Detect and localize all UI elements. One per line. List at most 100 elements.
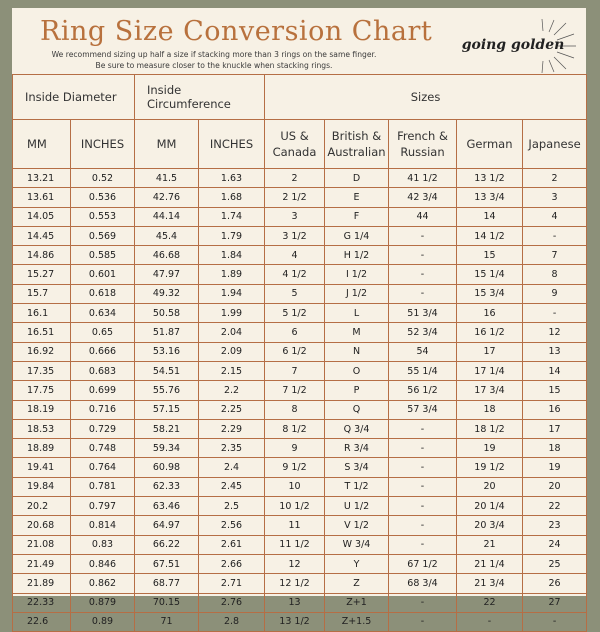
table-cell: 2.4 (198, 457, 265, 478)
table-cell: 0.89 (70, 611, 135, 632)
column-header: French & Russian (388, 119, 457, 169)
table-cell: 57 3/4 (388, 399, 457, 420)
table-cell: 0.83 (70, 534, 135, 555)
table-cell: 2.25 (198, 399, 265, 420)
table-cell: - (388, 476, 457, 498)
table-cell: G 1/4 (324, 225, 389, 247)
table-cell: 0.814 (70, 515, 135, 536)
table-cell: 1.99 (198, 303, 265, 324)
table-cell: 0.601 (70, 264, 135, 285)
table-cell: L (324, 303, 389, 324)
table-row: 20.2 0.797 63.46 2.5 10 1/2 U 1/2-20 1/4 22 (12, 496, 588, 517)
table-cell: 55 1/4 (388, 360, 457, 382)
table-cell: E (324, 187, 389, 208)
table-cell: Q 3/4 (324, 418, 389, 440)
table-cell: 13 1/2 (456, 167, 523, 189)
table-cell: 0.52 (70, 167, 135, 189)
table-row: 19.84 0.781 62.33 2.45 10 T 1/2-20 20 (12, 476, 588, 498)
table-cell: 19 (456, 438, 523, 459)
table-cell: 1.94 (198, 283, 265, 305)
table-cell: N (324, 341, 389, 362)
table-cell: - (521, 303, 588, 324)
table-cell: 59.34 (134, 438, 199, 459)
table-cell: - (388, 438, 457, 459)
table-cell: 1.63 (198, 167, 265, 189)
table-cell: 17.75 (12, 380, 71, 401)
table-cell: 19.41 (12, 457, 71, 478)
table-row: 16.1 0.634 50.58 1.99 5 1/2 L 51 3/4 16- (12, 303, 588, 324)
table-cell: 3 (264, 206, 325, 227)
table-cell: 55.76 (134, 380, 199, 401)
table-cell: 26 (521, 573, 588, 594)
table-cell: 56 1/2 (388, 380, 457, 401)
table-cell: 4 1/2 (264, 264, 325, 285)
table-cell: 10 (264, 476, 325, 498)
table-cell: 2.09 (198, 341, 265, 362)
table-cell: 1.79 (198, 225, 265, 247)
table-cell: 7 (521, 245, 588, 266)
table-cell: 18 (521, 438, 588, 459)
page-title: Ring Size Conversion Chart (40, 16, 433, 47)
table-cell: 0.585 (70, 245, 135, 266)
table-cell: 51.87 (134, 322, 199, 343)
table-cell: - (388, 534, 457, 555)
table-cell: 9 (264, 438, 325, 459)
table-cell: 17.35 (12, 360, 71, 382)
table-row: 17.75 0.699 55.76 2.2 7 1/2 P 56 1/2 17 3/4 15 (12, 380, 588, 401)
table-cell: 18 1/2 (456, 418, 523, 440)
brand-name: going golden (461, 37, 565, 53)
column-header: INCHES (70, 119, 135, 169)
table-cell: 8 1/2 (264, 418, 325, 440)
group-sizes: Sizes (263, 74, 588, 120)
table-cell: - (388, 611, 457, 632)
table-cell: 0.862 (70, 573, 135, 594)
column-header-row: MM INCHES MM INCHES US & Canada British & Aus… (12, 119, 588, 169)
table-cell: 60.98 (134, 457, 199, 478)
table-cell: 14 (521, 360, 588, 382)
table-cell: 21.49 (12, 553, 71, 575)
table-cell: 24 (521, 534, 588, 555)
table-cell: 67.51 (134, 553, 199, 575)
table-cell: 15 (521, 380, 588, 401)
table-cell: J 1/2 (324, 283, 389, 305)
table-row: 13.21 0.52 41.5 1.63 2 D 41 1/2 13 1/2 2 (12, 167, 588, 189)
table-cell: F (324, 206, 389, 227)
table-cell: 0.666 (70, 341, 135, 362)
table-cell: Y (324, 553, 389, 575)
table-cell: 54.51 (134, 360, 199, 382)
table-cell: 2.8 (198, 611, 265, 632)
table-cell: M (324, 322, 389, 343)
table-cell: 0.797 (70, 496, 135, 517)
table-row: 21.89 0.862 68.77 2.71 12 1/2 Z 68 3/4 21 3/4 26 (12, 573, 588, 594)
table-cell: 17 (521, 418, 588, 440)
table-cell: 0.846 (70, 553, 135, 575)
table-row: 22.6 0.89 71 2.8 13 1/2 Z+1.5- - - (12, 611, 588, 632)
table-cell: 20.68 (12, 515, 71, 536)
table-cell: 13 (264, 592, 325, 613)
table-cell: S 3/4 (324, 457, 389, 478)
table-cell: 0.569 (70, 225, 135, 247)
table-cell: R 3/4 (324, 438, 389, 459)
table-cell: 45.4 (134, 225, 199, 247)
table-cell: 12 (521, 322, 588, 343)
table-cell: 52 3/4 (388, 322, 457, 343)
table-cell: 16.92 (12, 341, 71, 362)
table-cell: 21 (456, 534, 523, 555)
table-cell: 14.86 (12, 245, 71, 266)
table-cell: 46.68 (134, 245, 199, 266)
table-cell: - (456, 611, 523, 632)
column-header: British & Australian (324, 119, 389, 169)
table-cell: 0.553 (70, 206, 135, 227)
table-cell: 51 3/4 (388, 303, 457, 324)
table-cell: 2.71 (198, 573, 265, 594)
table-cell: 0.618 (70, 283, 135, 305)
table-cell: 0.879 (70, 592, 135, 613)
table-cell: 22.6 (12, 611, 71, 632)
table-cell: O (324, 360, 389, 382)
table-cell: - (388, 592, 457, 613)
table-row: 19.41 0.764 60.98 2.4 9 1/2 S 3/4-19 1/2 19 (12, 457, 588, 478)
table-cell: H 1/2 (324, 245, 389, 266)
table-cell: Z (324, 573, 389, 594)
table-cell: 50.58 (134, 303, 199, 324)
table-row: 14.05 0.553 44.14 1.74 3 F 44 14 4 (12, 206, 588, 227)
